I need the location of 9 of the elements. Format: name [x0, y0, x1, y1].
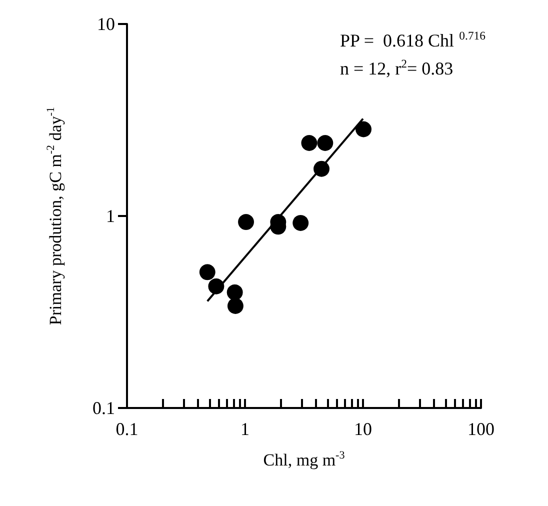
annotation: PP = 0.618 Chl 0.716 [340, 30, 486, 50]
y-axis-title: Primary prodution, gC m-2 day-1 [45, 106, 65, 326]
y-tick-label: 0.1 [92, 398, 115, 418]
x-tick-label: 1 [240, 419, 250, 439]
y-tick-label: 10 [97, 14, 115, 34]
x-tick-label: 100 [468, 419, 494, 439]
y-tick-label: 1 [106, 206, 115, 226]
x-tick-label: 0.1 [116, 419, 138, 439]
x-tick-label: 10 [354, 419, 372, 439]
